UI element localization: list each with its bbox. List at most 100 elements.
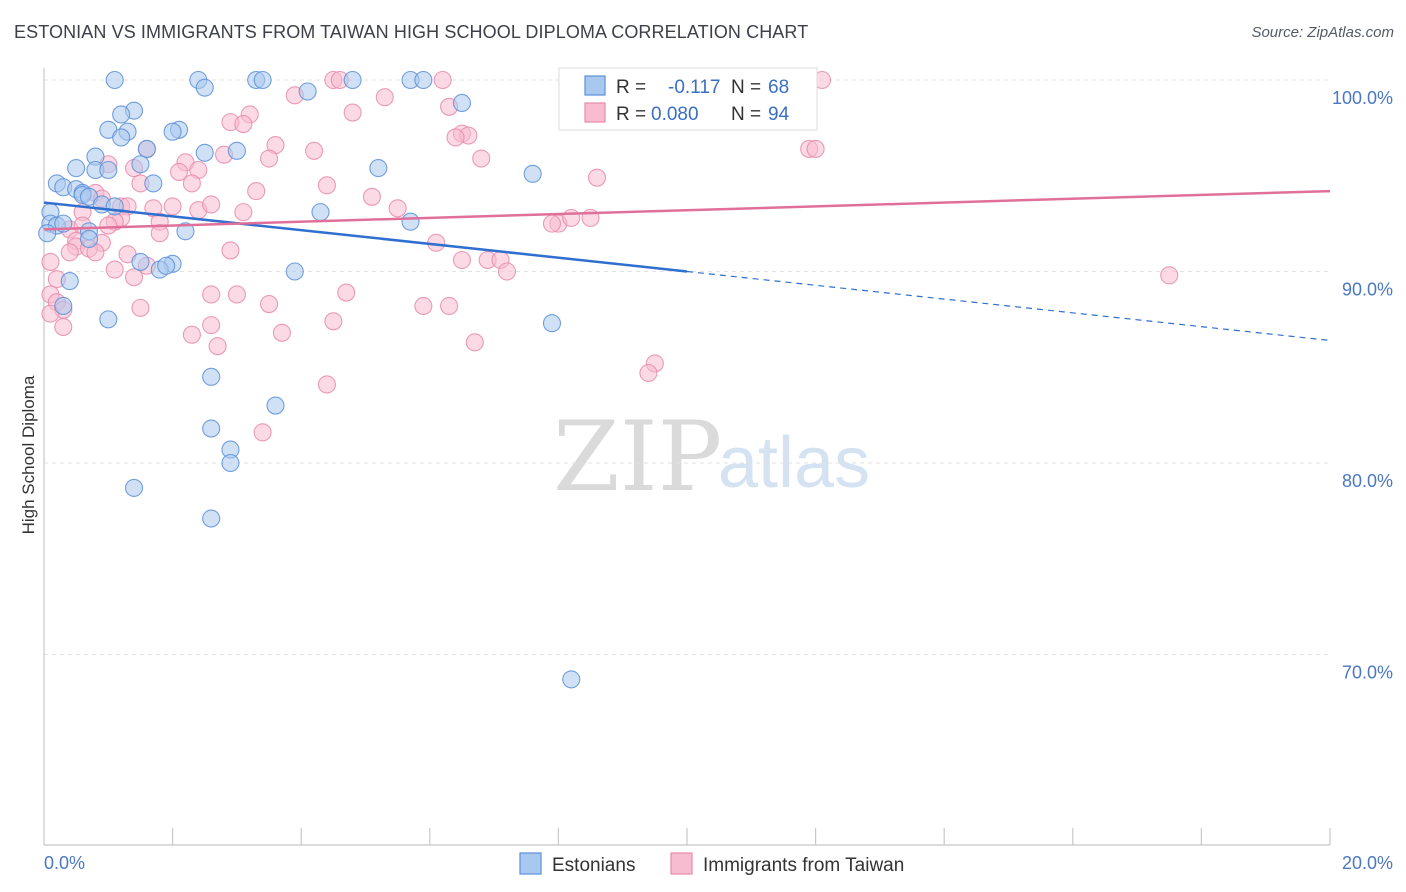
- taiwan-point: [253, 423, 272, 442]
- taiwan-point: [221, 241, 240, 260]
- taiwan-point: [60, 243, 79, 262]
- watermark-zip: ZIP: [553, 401, 722, 513]
- bottom-legend-swatch-estonians: [519, 852, 542, 875]
- bottom-legend-label-taiwan: Immigrants from Taiwan: [703, 855, 904, 876]
- estonians-point: [414, 70, 433, 90]
- estonians-point: [221, 453, 240, 473]
- y-tick-label: 90.0%: [1342, 280, 1393, 300]
- taiwan-point: [41, 252, 60, 271]
- estonians-trend-line: [43, 201, 688, 273]
- estonians-point: [105, 70, 124, 90]
- estonians-trend-extension: [686, 270, 1331, 342]
- taiwan-point: [317, 375, 336, 394]
- taiwan-point: [54, 317, 73, 337]
- taiwan-point: [497, 262, 517, 281]
- estonians-point: [195, 143, 214, 162]
- series-legend: Estonians Immigrants from Taiwan: [519, 852, 904, 876]
- taiwan-point: [440, 296, 459, 316]
- estonians-point: [54, 296, 73, 316]
- estonians-point: [99, 160, 118, 180]
- estonians-point: [137, 139, 156, 158]
- estonians-point: [131, 252, 150, 271]
- estonians-point: [112, 105, 131, 124]
- estonians-point: [542, 314, 562, 333]
- taiwan-point: [806, 139, 825, 158]
- estonians-point: [67, 159, 86, 178]
- taiwan-point: [639, 363, 658, 383]
- taiwan-point: [452, 250, 472, 270]
- legend-r-value-1: -0.117: [668, 77, 720, 98]
- series-estonians-points: [38, 70, 581, 689]
- taiwan-point: [317, 176, 336, 195]
- estonians-point: [176, 222, 195, 241]
- taiwan-point: [182, 174, 201, 193]
- estonians-point: [144, 174, 163, 193]
- bottom-legend-swatch-taiwan: [670, 852, 693, 875]
- y-axis-label: High School Diploma: [19, 375, 38, 534]
- estonians-point: [266, 396, 285, 415]
- taiwan-point: [587, 168, 607, 187]
- taiwan-point: [105, 260, 124, 279]
- estonians-point: [285, 262, 304, 281]
- taiwan-point: [259, 295, 279, 314]
- taiwan-point: [259, 149, 279, 168]
- chart-title: ESTONIAN VS IMMIGRANTS FROM TAIWAN HIGH …: [14, 22, 809, 42]
- taiwan-point: [1160, 266, 1179, 285]
- estonians-point: [311, 203, 330, 222]
- taiwan-point: [234, 114, 253, 134]
- taiwan-point: [337, 283, 356, 302]
- axes: [43, 68, 1330, 846]
- estonians-point: [105, 197, 124, 216]
- legend-r-label-2: R =: [616, 104, 646, 125]
- taiwan-point: [124, 268, 144, 287]
- trend-lines: [43, 189, 1331, 342]
- estonians-point: [60, 272, 79, 291]
- legend-swatch-estonians: [584, 75, 606, 96]
- y-tick-label: 70.0%: [1342, 663, 1393, 683]
- taiwan-point: [234, 203, 253, 222]
- legend-n-label-1: N =: [731, 77, 761, 98]
- estonians-point: [195, 78, 214, 97]
- taiwan-point: [182, 325, 201, 344]
- legend-swatch-taiwan: [584, 102, 606, 123]
- estonians-point: [562, 670, 581, 689]
- taiwan-point: [305, 141, 324, 160]
- taiwan-point: [208, 337, 227, 356]
- watermark: ZIP atlas: [553, 401, 870, 513]
- x-tick-label-max: 20.0%: [1342, 853, 1393, 873]
- taiwan-point: [202, 316, 221, 335]
- taiwan-point: [343, 103, 362, 122]
- legend-r-label-1: R =: [616, 77, 646, 98]
- estonians-point: [124, 478, 144, 497]
- taiwan-point: [202, 195, 221, 214]
- estonians-point: [401, 212, 420, 231]
- taiwan-point: [169, 162, 189, 181]
- taiwan-point: [414, 296, 433, 316]
- estonians-point: [112, 128, 131, 147]
- taiwan-point: [562, 208, 581, 227]
- estonians-point: [163, 122, 182, 141]
- taiwan-trend-line: [43, 189, 1331, 231]
- correlation-legend: R = -0.117 N = 68 R = 0.080 N = 94: [558, 67, 818, 131]
- estonians-point: [202, 419, 221, 438]
- estonians-point: [38, 224, 57, 243]
- taiwan-point: [227, 285, 246, 304]
- y-tick-label: 80.0%: [1342, 471, 1393, 491]
- taiwan-point: [433, 70, 452, 90]
- legend-n-label-2: N =: [731, 104, 761, 125]
- legend-n-value-2: 94: [768, 104, 790, 125]
- taiwan-point: [388, 199, 407, 218]
- estonians-point: [253, 70, 272, 90]
- estonians-point: [79, 229, 99, 248]
- estonians-point: [99, 310, 118, 329]
- taiwan-point: [324, 312, 343, 331]
- y-tick-labels: 100.0% 90.0% 80.0% 70.0%: [1332, 88, 1393, 683]
- y-tick-label: 100.0%: [1332, 88, 1393, 108]
- source-credit: Source: ZipAtlas.com: [1251, 24, 1394, 41]
- estonians-point: [202, 367, 221, 386]
- taiwan-point: [99, 216, 118, 235]
- taiwan-point: [202, 285, 221, 304]
- bottom-legend-label-estonians: Estonians: [552, 855, 635, 876]
- estonians-point: [131, 155, 150, 174]
